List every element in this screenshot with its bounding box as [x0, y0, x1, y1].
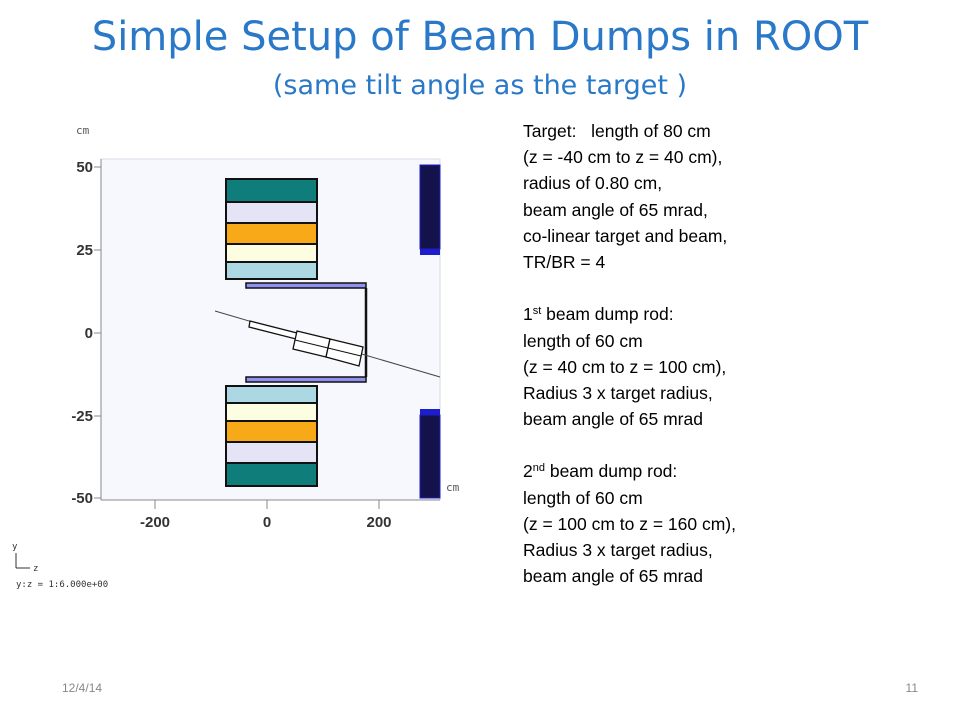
x-unit-label: cm	[446, 481, 460, 494]
dump2-line: length of 60 cm	[523, 487, 643, 508]
spacer	[523, 275, 736, 301]
y-axis-marker: y	[12, 542, 18, 552]
dump2-line: Radius 3 x target radius,	[523, 540, 713, 560]
dump1-line: beam angle of 65 mrad	[523, 409, 703, 430]
target-line: beam angle of 65 mrad,	[523, 199, 708, 220]
x-tick-label: -200	[140, 514, 170, 531]
page-number: 11	[905, 681, 918, 695]
y-tick-label: 0	[85, 325, 93, 342]
dump2-ordinal: nd	[532, 462, 545, 475]
footer-date: 12/4/14	[62, 681, 103, 695]
axis-orientation-legend: y z y:z = 1:6.000e+00	[12, 542, 108, 590]
y-ticks	[94, 166, 101, 499]
y-tick-label: 25	[76, 242, 93, 259]
x-ticks	[154, 500, 380, 509]
right-upper-block	[419, 164, 441, 255]
aspect-ratio-label: y:z = 1:6.000e+00	[16, 580, 108, 590]
rod-axis-line	[294, 339, 362, 357]
dump1-line: (z = 40 cm to z = 100 cm),	[523, 356, 727, 377]
dump1-num: 1	[523, 304, 533, 325]
dump1-line: length of 60 cm	[523, 330, 643, 351]
beam-dump-geometry-diagram: cm 50 25 0 -25 -50 -200 0 200 cm	[12, 124, 460, 590]
slide-title: Simple Setup of Beam Dumps in ROOT	[91, 14, 869, 60]
target-line: Target: length of 80 cm	[523, 121, 711, 141]
dump2-heading-rest: beam dump rod:	[544, 461, 678, 482]
y-unit-label: cm	[76, 124, 90, 137]
z-axis-marker: z	[33, 564, 38, 574]
dump1-heading-rest: beam dump rod:	[541, 304, 674, 325]
spacer	[523, 432, 736, 458]
upper-layer-stack	[225, 178, 318, 280]
target-line: co-linear target and beam,	[523, 225, 728, 246]
dump1-line: Radius 3 x target radius,	[523, 382, 713, 403]
dump2-num: 2	[523, 461, 533, 482]
upper-plate	[245, 282, 367, 289]
x-tick-label: 0	[263, 514, 271, 531]
lower-layer-stack	[225, 385, 318, 487]
dump2-line: beam angle of 65 mrad	[523, 566, 703, 587]
description-text: Target: length of 80 cm (z = -40 cm to z…	[523, 118, 736, 589]
dump1-ordinal: st	[532, 305, 542, 318]
y-tick-label: -25	[71, 408, 93, 425]
y-tick-label: -50	[71, 490, 93, 507]
target-line: radius of 0.80 cm,	[523, 173, 663, 194]
target-line: (z = -40 cm to z = 40 cm),	[523, 147, 723, 168]
slide-subtitle: (same tilt angle as the target )	[272, 70, 688, 101]
dump2-heading: 2nd beam dump rod:	[523, 458, 736, 484]
lower-plate	[245, 376, 367, 383]
x-tick-label: 200	[366, 514, 391, 531]
target-line: TR/BR = 4	[523, 251, 606, 272]
y-tick-label: 50	[76, 159, 93, 176]
right-lower-block	[419, 409, 441, 499]
dump1-heading: 1st beam dump rod:	[523, 301, 736, 327]
dump2-line: (z = 100 cm to z = 160 cm),	[523, 513, 736, 534]
